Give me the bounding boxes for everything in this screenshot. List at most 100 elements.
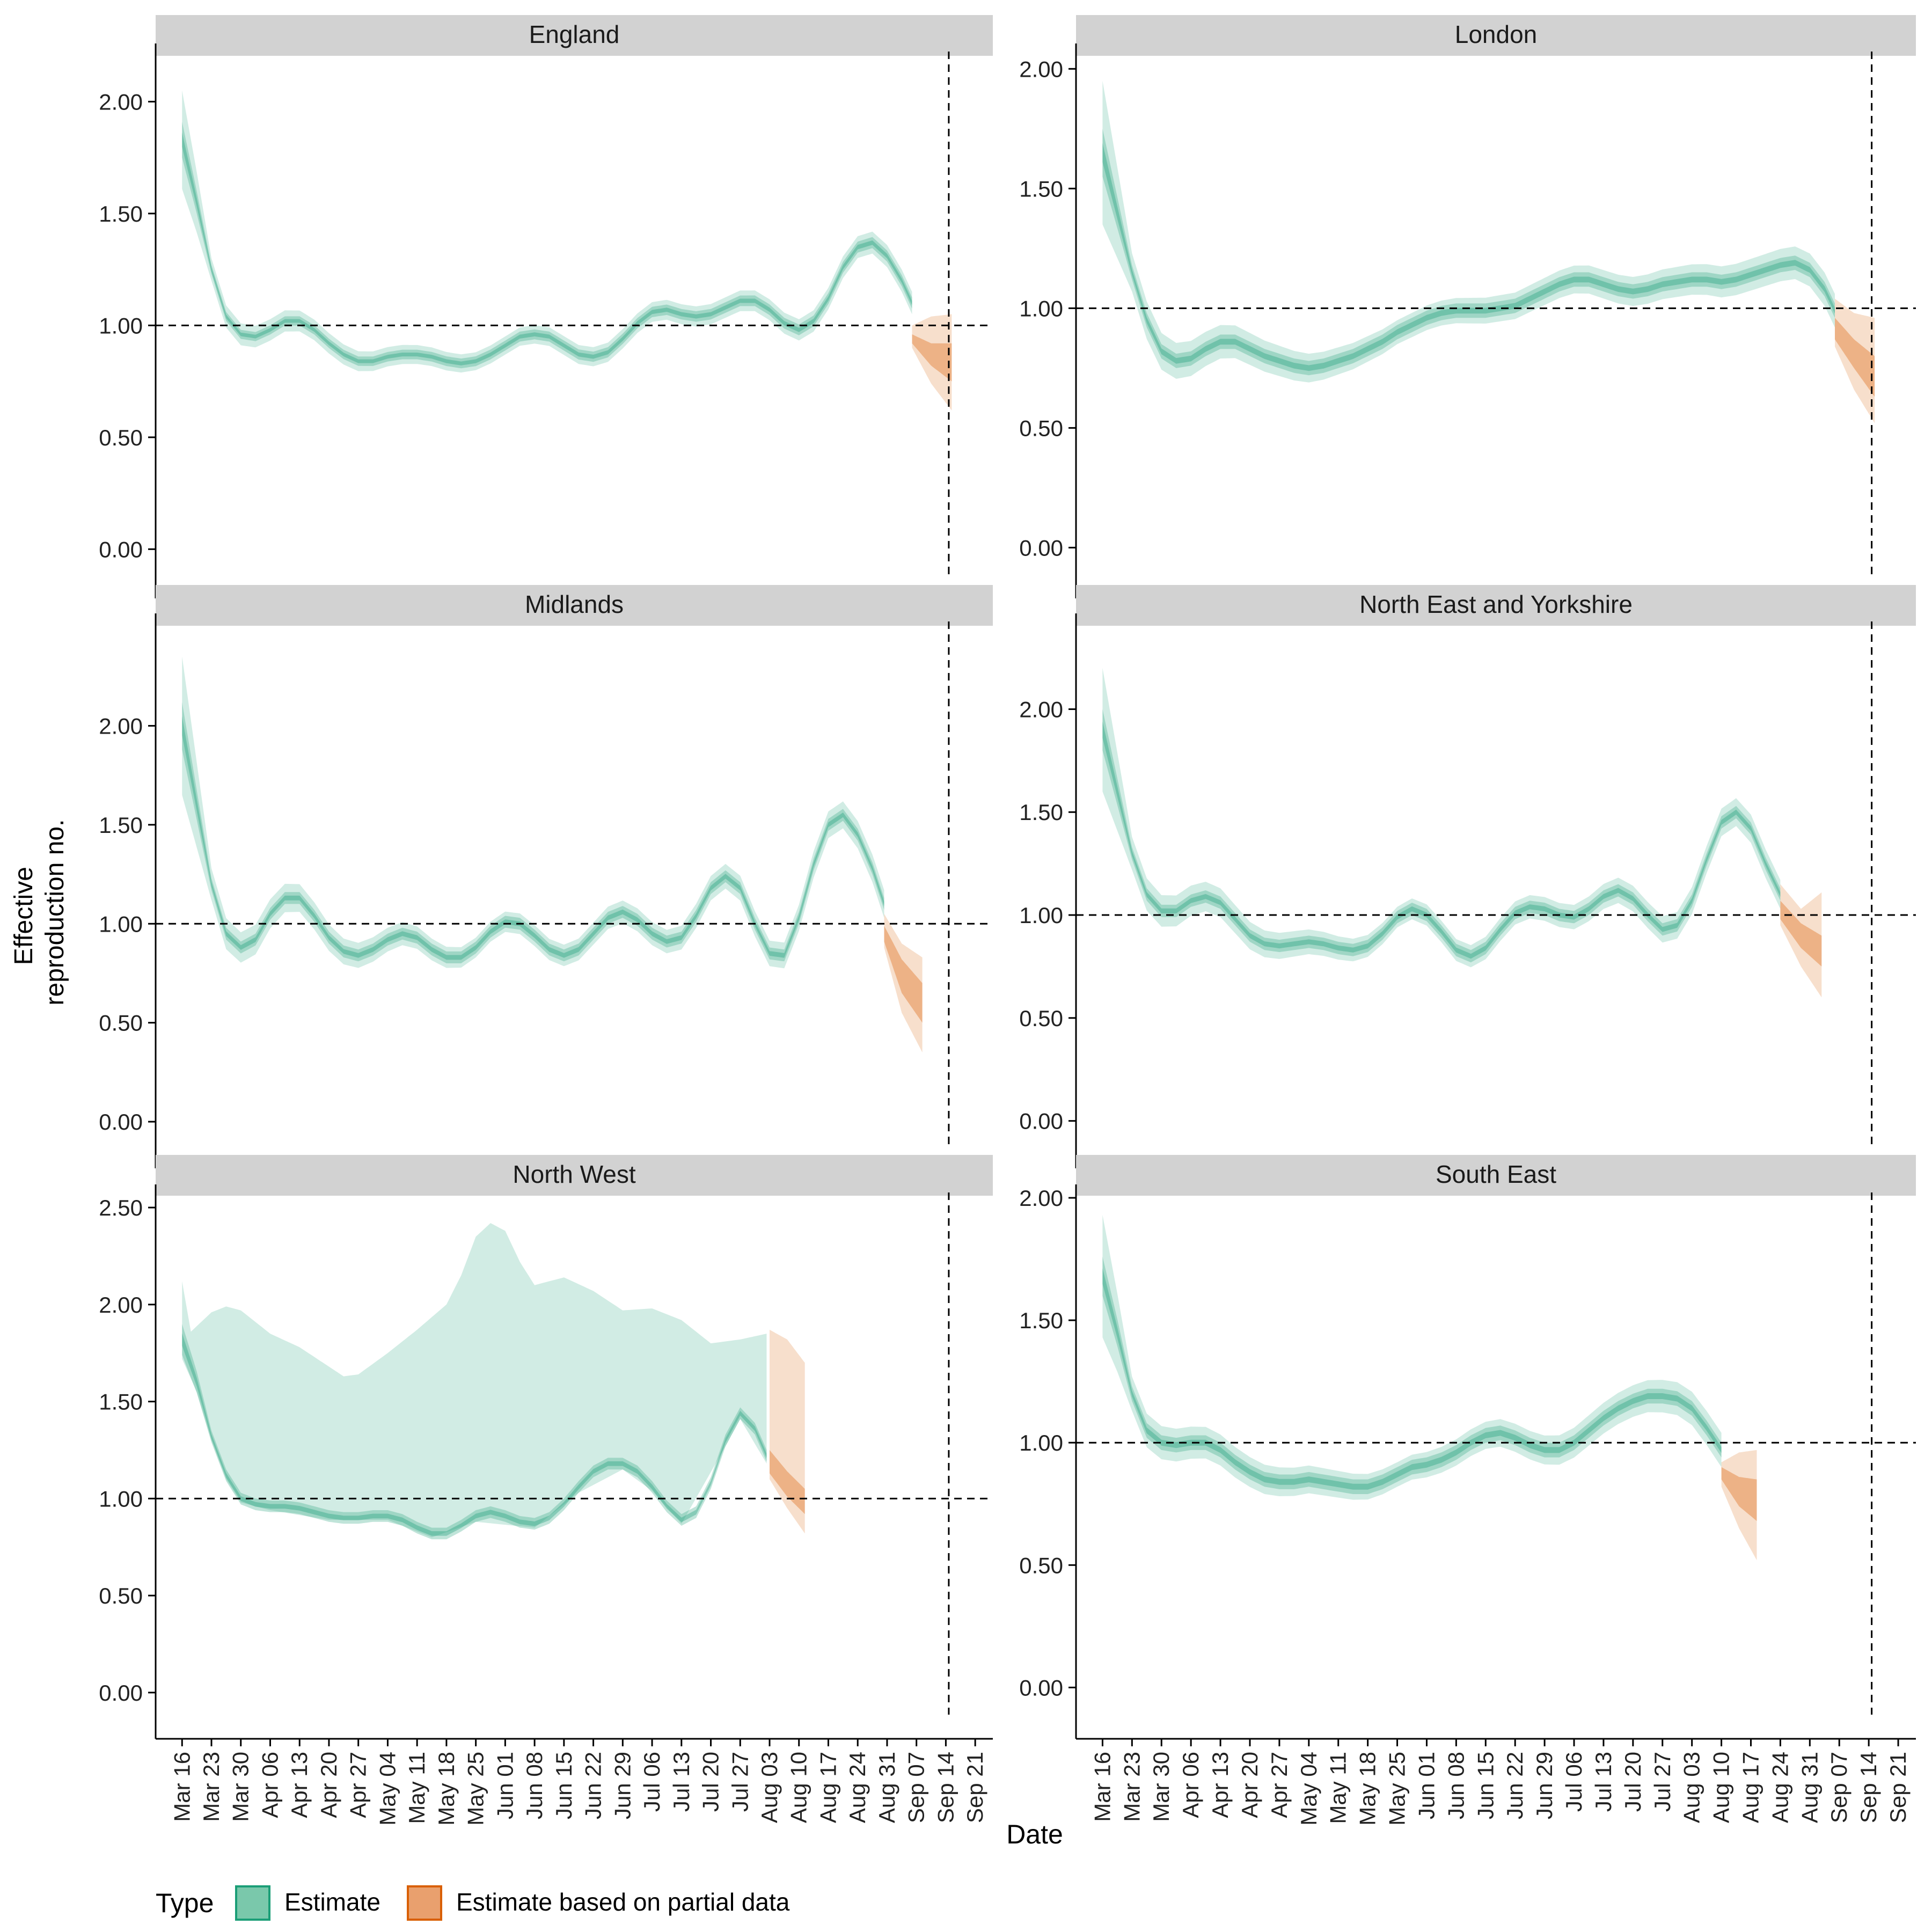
x-tick-label: Apr 27 [1267,1752,1292,1818]
x-tick-label: Aug 17 [815,1752,840,1823]
y-tick-label: 0.00 [99,1109,143,1135]
facet-strip [156,15,993,56]
partial-band-90 [1780,884,1822,998]
x-tick-label: May 25 [1385,1752,1410,1826]
x-tick-label: Jun 29 [1532,1752,1557,1819]
legend: Type Estimate Estimate based on partial … [156,1885,790,1921]
x-tick-label: May 18 [1355,1752,1380,1826]
y-axis-title: Effective reproduction no. [10,819,69,1006]
y-tick-label: 2.00 [1019,56,1063,82]
estimate-band-20 [182,132,912,365]
estimate-band-50 [1102,709,1781,963]
x-tick-label: May 11 [404,1752,429,1824]
x-tick-label: Jun 15 [551,1752,576,1819]
y-tick-label: 1.50 [1019,176,1063,201]
partial-band-50 [1721,1467,1757,1521]
y-tick-label: 1.00 [1019,903,1063,928]
x-tick-label: Jul 13 [1591,1752,1616,1812]
x-tick-label: Jul 27 [1650,1752,1675,1812]
x-tick-label: Sep 07 [1826,1752,1851,1823]
y-tick-label: 0.00 [1019,535,1063,560]
y-tick-label: 0.50 [99,1011,143,1036]
partial-band-50 [1835,318,1875,397]
x-tick-label: Jun 22 [1502,1752,1527,1819]
y-tick-label: 0.50 [99,1583,143,1608]
x-tick-label: Sep 21 [962,1752,987,1823]
facet-title: London [1455,20,1538,48]
x-tick-label: Apr 06 [1178,1752,1203,1818]
facet-strip [1076,1155,1916,1196]
y-tick-label: 0.50 [1019,1553,1063,1578]
y-axis-title-line2: reproduction no. [41,819,69,1006]
legend-key-estimate [235,1885,270,1921]
panel-north-east-and-yorkshire: North East and Yorkshire 0.00 0.50 1.00 1.50… [1019,585,1916,1168]
x-tick-label: Jul 20 [1620,1752,1645,1812]
x-tick-label: Mar 30 [1148,1752,1174,1822]
facet-strip [156,1155,993,1196]
x-tick-label: Apr 20 [1237,1752,1262,1818]
y-tick-label: 0.50 [99,425,143,450]
x-tick-label: Apr 27 [346,1752,371,1818]
legend-key-partial [407,1885,442,1921]
x-tick-label: May 04 [1296,1752,1321,1826]
y-tick-label: 1.50 [1019,800,1063,825]
estimate-band-90 [182,656,884,969]
facet-title: North West [513,1160,635,1188]
y-tick-label: 1.00 [1019,1430,1063,1455]
x-tick-label: Jul 13 [669,1752,694,1812]
x-tick-label: Jun 08 [522,1752,547,1819]
x-tick-label: Apr 06 [257,1752,282,1818]
x-tick-label: May 25 [463,1752,488,1826]
partial-band-90 [1835,298,1875,423]
x-tick-label: Aug 03 [757,1752,782,1823]
y-tick-label: 0.00 [1019,1675,1063,1700]
y-tick-label: 0.00 [99,537,143,562]
x-tick-label: Aug 17 [1738,1752,1763,1823]
x-tick-label: Jun 08 [1443,1752,1468,1819]
x-tick-label: Jul 06 [1561,1752,1586,1812]
y-tick-label: 2.50 [99,1195,143,1220]
y-tick-label: 1.00 [99,911,143,936]
x-tick-label: Jul 06 [639,1752,664,1812]
partial-band-90 [884,913,923,1052]
facet-title: South East [1436,1160,1556,1188]
y-tick-label: 2.00 [1019,1185,1063,1211]
partial-band-90 [770,1329,805,1534]
y-tick-label: 0.50 [1019,415,1063,441]
y-tick-label: 1.50 [99,1389,143,1415]
x-tick-label: May 18 [434,1752,459,1826]
y-tick-label: 1.50 [99,201,143,226]
x-tick-label: Jun 29 [610,1752,635,1819]
facet-title: England [529,20,620,48]
panel-north-west: North West 0.00 0.50 1.00 1.50 2.00 2.50 Mar 16… [99,1155,993,1826]
x-tick-label: May 04 [375,1752,400,1826]
x-tick-label: Mar 30 [228,1752,253,1822]
x-tick-label: Jun 22 [581,1752,606,1819]
y-tick-label: 1.50 [99,813,143,838]
y-tick-label: 0.00 [1019,1109,1063,1134]
x-tick-label: Apr 20 [316,1752,341,1818]
y-tick-label: 1.50 [1019,1308,1063,1333]
x-tick-label: Aug 03 [1679,1752,1704,1823]
y-tick-label: 2.00 [1019,697,1063,722]
x-tick-label: Mar 16 [169,1752,194,1822]
x-tick-label: Jul 20 [698,1752,723,1812]
y-tick-label: 0.50 [1019,1006,1063,1031]
estimate-band-90 [1102,1214,1722,1500]
estimate-band-90 [1102,668,1781,968]
panel-midlands: Midlands 0.00 0.50 1.00 1.50 2.00 [99,585,993,1168]
estimate-band-90 [182,1223,767,1538]
estimate-band-90 [182,90,912,373]
facet-title: North East and Yorkshire [1359,590,1633,618]
panels: England 0.00 0.50 1.00 1.50 2.00 London 0.00 0.5… [99,15,1916,1826]
x-tick-label: Sep 07 [904,1752,929,1823]
panel-london: London 0.00 0.50 1.00 1.50 2.00 [1019,15,1916,598]
x-tick-label: Apr 13 [1208,1752,1233,1818]
facet-strip [1076,15,1916,56]
partial-band-50 [884,926,923,1023]
x-tick-label: Aug 24 [1767,1752,1792,1823]
x-tick-label: Mar 23 [199,1752,224,1822]
y-tick-label: 1.00 [99,1486,143,1511]
x-tick-label: Sep 14 [933,1752,958,1823]
